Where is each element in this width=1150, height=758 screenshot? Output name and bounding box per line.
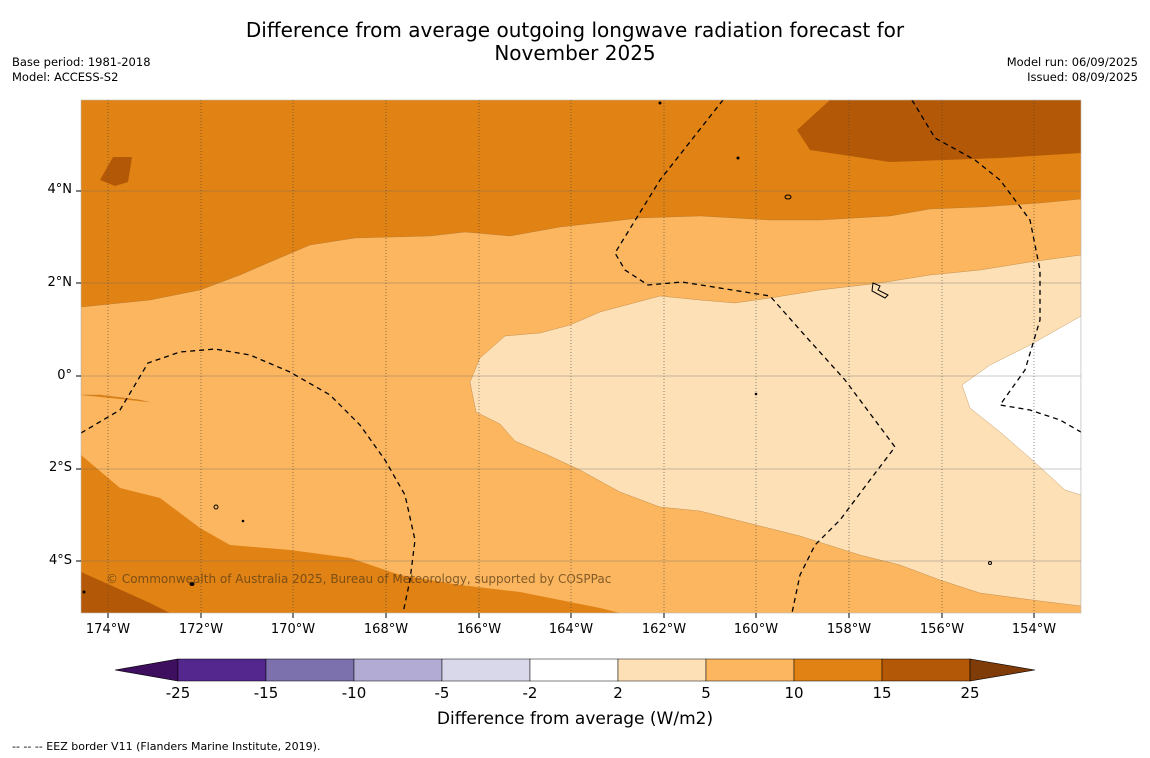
title-line-2: November 2025 bbox=[494, 41, 656, 65]
cb-tick-10: 10 bbox=[784, 684, 804, 702]
copyright-notice: © Commonwealth of Australia 2025, Bureau… bbox=[106, 572, 612, 586]
cb-tick-neg10: -10 bbox=[341, 684, 367, 702]
island-baker-howland bbox=[871, 282, 889, 299]
meta-right: Model run: 06/09/2025 Issued: 08/09/2025 bbox=[1007, 55, 1138, 85]
colorbar-segment bbox=[441, 658, 531, 682]
lat-label-4s: 4°S bbox=[48, 553, 72, 568]
cb-tick-25: 25 bbox=[960, 684, 980, 702]
cb-tick-2: 2 bbox=[613, 684, 623, 702]
lat-label-2s: 2°S bbox=[48, 460, 72, 475]
band-15-25-corner bbox=[81, 572, 170, 613]
band-15-25-top bbox=[797, 100, 1081, 162]
lon-label-162w: 162°W bbox=[641, 622, 687, 637]
lat-label-0: 0° bbox=[57, 368, 72, 383]
latitude-lines bbox=[81, 190, 1081, 562]
band-2-5 bbox=[469, 254, 1081, 607]
meta-left: Base period: 1981-2018 Model: ACCESS-S2 bbox=[12, 55, 151, 85]
band-neg2-2 bbox=[961, 315, 1081, 496]
cb-tick-15: 15 bbox=[872, 684, 892, 702]
lon-label-174w: 174°W bbox=[85, 622, 131, 637]
colorbar-segment bbox=[793, 658, 883, 682]
cb-tick-neg15: -15 bbox=[253, 684, 279, 702]
lon-label-154w: 154°W bbox=[1011, 622, 1057, 637]
colorbar-segment bbox=[265, 658, 355, 682]
eez-legend-footer: -- -- -- EEZ border V11 (Flanders Marine… bbox=[12, 740, 321, 753]
contour-fills bbox=[81, 100, 1081, 613]
lat-label-2n: 2°N bbox=[47, 275, 73, 290]
chart-title: Difference from average outgoing longwav… bbox=[150, 19, 1000, 65]
colorbar-arrow-high bbox=[969, 658, 1036, 682]
colorbar bbox=[114, 658, 1036, 682]
colorbar-segment bbox=[353, 658, 443, 682]
colorbar-segment bbox=[705, 658, 795, 682]
lon-ticks bbox=[107, 613, 1035, 618]
colorbar-title: Difference from average (W/m2) bbox=[436, 709, 714, 729]
colorbar-segment bbox=[529, 658, 619, 682]
cb-tick-neg25: -25 bbox=[165, 684, 191, 702]
lat-label-4n: 4°N bbox=[47, 182, 73, 197]
cb-tick-neg5: -5 bbox=[434, 684, 450, 702]
lon-label-170w: 170°W bbox=[270, 622, 316, 637]
lat-ticks bbox=[76, 190, 81, 562]
title-line-1: Difference from average outgoing longwav… bbox=[245, 18, 905, 42]
model-name: Model: ACCESS-S2 bbox=[12, 70, 119, 84]
colorbar-segment bbox=[177, 658, 267, 682]
lon-label-168w: 168°W bbox=[363, 622, 409, 637]
lon-label-164w: 164°W bbox=[548, 622, 594, 637]
issued-date: Issued: 08/09/2025 bbox=[1027, 70, 1138, 84]
eez-borders bbox=[81, 100, 1081, 613]
lon-label-160w: 160°W bbox=[733, 622, 779, 637]
colorbar-arrow-low bbox=[114, 658, 179, 682]
lon-label-166w: 166°W bbox=[456, 622, 502, 637]
colorbar-segment bbox=[881, 658, 971, 682]
base-period: Base period: 1981-2018 bbox=[12, 55, 151, 69]
cb-tick-neg2: -2 bbox=[522, 684, 538, 702]
band-5-10-lower bbox=[81, 395, 1081, 613]
colorbar-segment bbox=[617, 658, 707, 682]
cb-tick-5: 5 bbox=[701, 684, 711, 702]
lon-label-156w: 156°W bbox=[919, 622, 965, 637]
lon-label-158w: 158°W bbox=[826, 622, 872, 637]
map-frame bbox=[80, 99, 1082, 614]
model-run: Model run: 06/09/2025 bbox=[1006, 55, 1138, 69]
islands bbox=[82, 101, 992, 594]
lon-label-172w: 172°W bbox=[178, 622, 224, 637]
